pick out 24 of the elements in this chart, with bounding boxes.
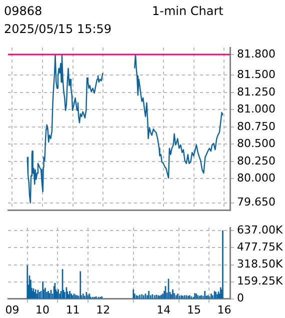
chart-subtitle: 1-min Chart <box>152 4 224 18</box>
y-tick-label: 637.00K <box>237 224 284 237</box>
y-tick-label: 80.000 <box>237 172 276 185</box>
x-tick-label: 09 <box>5 303 20 316</box>
x-tick-label: 10 <box>36 303 50 316</box>
y-tick-label: 81.250 <box>237 85 276 98</box>
y-tick-label: 80.500 <box>237 137 276 150</box>
y-tick-label: 159.25K <box>237 274 284 288</box>
x-tick-label: 15 <box>186 303 201 316</box>
x-tick-label: 14 <box>156 303 171 316</box>
y-tick-label: 81.500 <box>237 68 276 82</box>
y-tick-label: 80.250 <box>237 154 276 168</box>
y-tick-label: 318.50K <box>237 258 284 271</box>
x-tick-label: 12 <box>96 303 110 316</box>
y-tick-label: 0 <box>237 292 244 305</box>
text: 2025/05/15 15:59 <box>4 22 112 36</box>
chart-title: 09868 <box>4 4 42 18</box>
y-tick-label: 80.750 <box>237 120 276 133</box>
y-tick-label: 477.75K <box>237 240 284 254</box>
x-tick-label: 11 <box>66 303 80 316</box>
x-tick-label: 16 <box>217 303 232 316</box>
y-tick-label: 79.650 <box>237 196 276 209</box>
y-tick-label: 81.800 <box>237 47 276 60</box>
y-tick-label: 81.000 <box>237 102 276 116</box>
